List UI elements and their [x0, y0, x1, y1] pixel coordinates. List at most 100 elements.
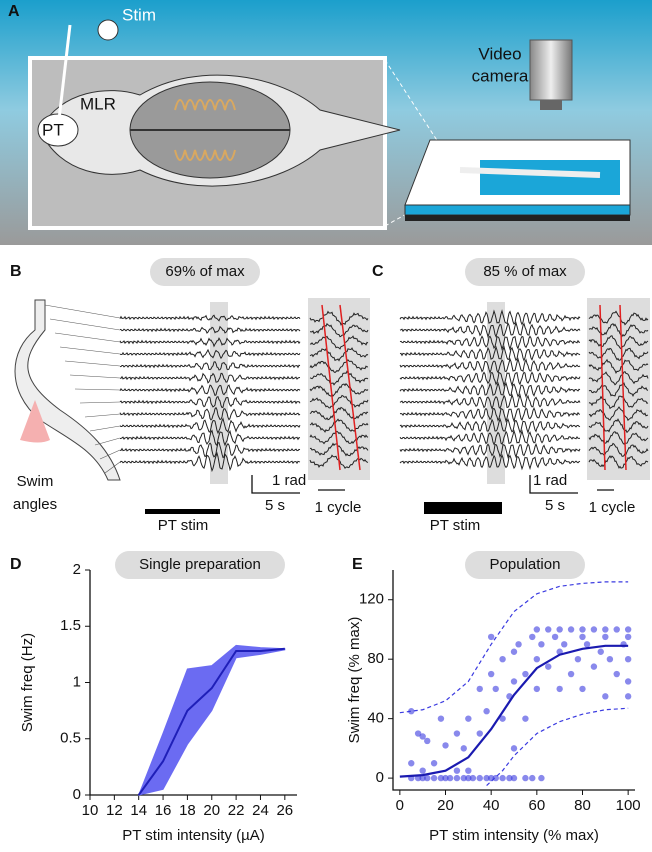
point — [556, 626, 563, 633]
trace — [588, 323, 649, 338]
point — [583, 641, 591, 648]
point — [602, 693, 609, 700]
stim-label: PT stim — [430, 517, 481, 534]
point — [476, 685, 483, 693]
trace — [399, 371, 581, 388]
y-tick-label: 2 — [73, 561, 81, 578]
trace — [309, 430, 369, 445]
point — [446, 774, 454, 782]
trace — [119, 451, 301, 473]
point — [476, 730, 483, 737]
connector — [94, 437, 121, 446]
pill — [150, 258, 260, 286]
trace — [588, 455, 649, 469]
neurons — [174, 99, 236, 161]
title-pill — [115, 551, 285, 579]
point — [424, 774, 431, 782]
point — [579, 685, 586, 693]
point — [499, 774, 506, 782]
point — [579, 626, 586, 633]
point — [551, 633, 559, 641]
point — [567, 626, 575, 633]
fit-line — [399, 644, 629, 778]
connector — [79, 401, 121, 404]
trace — [399, 345, 581, 362]
x-axis-label: PT stim intensity (% max) — [429, 827, 599, 844]
panel-title: 85 % of max — [483, 263, 567, 280]
panel-label: B — [10, 263, 22, 280]
stim-bar — [424, 502, 502, 514]
trace — [309, 442, 369, 457]
connector — [104, 461, 121, 474]
cycle-label: 1 cycle — [589, 499, 636, 516]
trace — [309, 359, 369, 374]
title-pill — [465, 551, 585, 579]
x-tick-label: 16 — [155, 802, 172, 819]
panel-label: E — [352, 556, 363, 573]
point — [476, 774, 483, 782]
point — [510, 648, 518, 655]
trace — [399, 381, 581, 399]
point — [437, 715, 445, 722]
point — [424, 737, 431, 745]
x-tick-label: 60 — [528, 797, 545, 814]
x-tick-label: 12 — [106, 802, 123, 819]
trace — [119, 384, 301, 397]
point — [538, 641, 545, 648]
point — [533, 655, 541, 663]
camera — [529, 39, 573, 101]
trace — [120, 372, 301, 384]
trace — [588, 335, 649, 350]
trace — [399, 442, 581, 459]
point — [538, 774, 545, 782]
cycle-label: 1 cycle — [315, 499, 362, 516]
point — [561, 641, 568, 648]
larva-outline — [14, 299, 121, 481]
tank-bottom — [405, 215, 630, 221]
scale-time: 5 s — [545, 497, 565, 514]
trace — [588, 347, 649, 361]
zoom-line — [384, 59, 441, 146]
point — [533, 685, 541, 693]
point — [408, 708, 415, 715]
trace — [309, 418, 369, 433]
x-axis-label: PT stim intensity (µA) — [122, 827, 265, 844]
point — [624, 633, 632, 641]
trace — [119, 429, 301, 447]
scale-time: 5 s — [265, 497, 285, 514]
point — [487, 670, 495, 678]
trace — [309, 335, 369, 350]
panel-title: 69% of max — [165, 263, 245, 280]
trace — [119, 417, 301, 435]
pt-region — [37, 113, 79, 147]
y-axis-label: Swim freq (Hz) — [19, 633, 36, 732]
point — [487, 633, 495, 641]
trace — [399, 417, 581, 435]
pt-label: PT — [42, 120, 64, 139]
trace — [119, 406, 301, 421]
connector — [64, 360, 121, 367]
connector — [84, 413, 121, 418]
trace — [309, 383, 369, 397]
trace — [588, 395, 649, 410]
connector — [49, 318, 121, 331]
point — [419, 733, 426, 740]
stim-label: PT stim — [158, 517, 209, 534]
point — [602, 633, 609, 641]
point — [510, 678, 518, 685]
phase-line — [339, 304, 361, 471]
x-tick-label: 22 — [228, 802, 245, 819]
point — [499, 715, 506, 722]
trace — [588, 382, 649, 398]
point — [613, 626, 620, 633]
axes — [392, 570, 635, 791]
chart-title: Single preparation — [139, 556, 261, 573]
trace — [588, 442, 649, 457]
trace — [399, 453, 581, 471]
stim-bar — [145, 509, 220, 514]
phase-line — [599, 304, 606, 471]
y-tick-label: 120 — [359, 591, 384, 608]
point — [499, 655, 506, 663]
point — [515, 641, 522, 648]
